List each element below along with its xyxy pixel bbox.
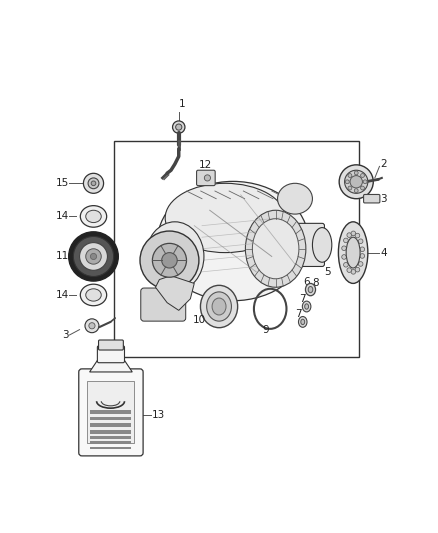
Ellipse shape xyxy=(80,206,107,227)
Ellipse shape xyxy=(339,222,368,284)
Circle shape xyxy=(354,189,358,192)
Ellipse shape xyxy=(86,289,101,301)
Ellipse shape xyxy=(308,287,313,293)
Circle shape xyxy=(343,238,348,243)
Text: 8: 8 xyxy=(313,278,319,288)
Circle shape xyxy=(360,186,364,190)
Bar xyxy=(90,441,131,445)
Circle shape xyxy=(360,254,364,259)
Circle shape xyxy=(355,268,360,272)
Circle shape xyxy=(347,233,352,237)
Circle shape xyxy=(339,165,373,199)
Text: 7: 7 xyxy=(296,309,302,319)
Ellipse shape xyxy=(305,284,315,296)
Text: 3: 3 xyxy=(380,193,387,204)
Circle shape xyxy=(204,175,211,181)
Circle shape xyxy=(85,319,99,333)
Circle shape xyxy=(358,239,363,244)
Circle shape xyxy=(343,262,348,267)
Ellipse shape xyxy=(245,210,306,287)
Text: 7: 7 xyxy=(300,294,306,304)
Text: 3: 3 xyxy=(62,330,69,340)
FancyBboxPatch shape xyxy=(99,340,124,350)
Circle shape xyxy=(363,180,367,184)
Text: 4: 4 xyxy=(380,248,387,257)
Text: 10: 10 xyxy=(193,314,206,325)
Circle shape xyxy=(86,249,101,264)
FancyBboxPatch shape xyxy=(364,195,380,203)
Circle shape xyxy=(176,124,182,130)
Circle shape xyxy=(69,232,118,281)
Circle shape xyxy=(173,121,185,133)
Circle shape xyxy=(90,253,97,260)
Ellipse shape xyxy=(207,292,231,321)
Text: 14: 14 xyxy=(56,212,69,221)
Circle shape xyxy=(347,268,352,272)
Ellipse shape xyxy=(212,298,226,315)
Bar xyxy=(90,417,131,421)
Bar xyxy=(90,410,131,414)
Ellipse shape xyxy=(80,284,107,306)
Circle shape xyxy=(73,237,113,277)
Circle shape xyxy=(83,173,103,193)
Ellipse shape xyxy=(312,228,332,262)
Circle shape xyxy=(360,247,364,252)
Ellipse shape xyxy=(305,304,308,309)
Polygon shape xyxy=(90,360,132,372)
Circle shape xyxy=(91,181,96,185)
Bar xyxy=(90,423,131,426)
Circle shape xyxy=(346,180,349,184)
Text: 13: 13 xyxy=(152,410,165,420)
Circle shape xyxy=(351,231,356,236)
Circle shape xyxy=(345,170,368,193)
Ellipse shape xyxy=(278,183,312,214)
Bar xyxy=(113,141,359,357)
Circle shape xyxy=(140,231,199,289)
FancyBboxPatch shape xyxy=(141,288,186,321)
Circle shape xyxy=(162,253,177,268)
Ellipse shape xyxy=(86,210,101,223)
Bar xyxy=(90,431,131,433)
Circle shape xyxy=(152,244,187,277)
Circle shape xyxy=(360,174,364,177)
Circle shape xyxy=(348,186,352,190)
Text: 1: 1 xyxy=(179,99,185,109)
Text: 12: 12 xyxy=(199,160,212,170)
Circle shape xyxy=(351,270,356,274)
Ellipse shape xyxy=(146,222,204,291)
Circle shape xyxy=(88,178,99,189)
FancyBboxPatch shape xyxy=(97,346,124,363)
FancyBboxPatch shape xyxy=(197,170,215,185)
FancyBboxPatch shape xyxy=(79,369,143,456)
FancyBboxPatch shape xyxy=(269,223,325,266)
Text: 5: 5 xyxy=(324,267,331,277)
Ellipse shape xyxy=(157,181,308,301)
Circle shape xyxy=(80,243,107,270)
Polygon shape xyxy=(155,276,194,310)
Bar xyxy=(87,381,134,443)
Ellipse shape xyxy=(165,183,285,253)
Ellipse shape xyxy=(346,237,360,268)
Text: 9: 9 xyxy=(262,325,269,335)
Ellipse shape xyxy=(302,301,311,312)
Text: 6: 6 xyxy=(303,277,310,287)
Circle shape xyxy=(89,322,95,329)
Circle shape xyxy=(348,174,352,177)
Bar xyxy=(90,436,131,439)
Ellipse shape xyxy=(201,285,238,328)
Text: 15: 15 xyxy=(56,179,69,188)
Circle shape xyxy=(342,255,346,259)
Ellipse shape xyxy=(301,319,305,325)
Circle shape xyxy=(355,233,360,238)
Ellipse shape xyxy=(298,317,307,327)
Text: 11: 11 xyxy=(56,252,69,262)
Circle shape xyxy=(342,246,346,251)
Circle shape xyxy=(354,171,358,175)
Text: 2: 2 xyxy=(380,159,387,169)
Ellipse shape xyxy=(252,219,299,279)
Bar xyxy=(90,447,131,449)
Text: 14: 14 xyxy=(56,290,69,300)
Circle shape xyxy=(358,262,363,266)
Circle shape xyxy=(350,175,362,188)
